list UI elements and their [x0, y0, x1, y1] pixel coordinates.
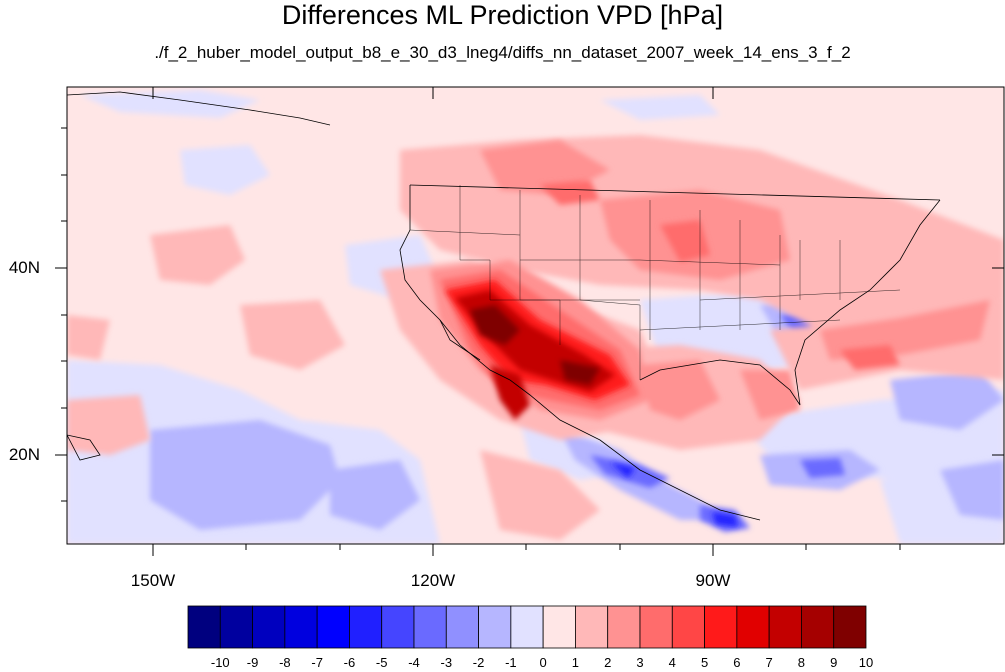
colorbar	[187, 605, 867, 649]
colorbar-box	[607, 605, 641, 649]
colorbar-label: 8	[797, 655, 806, 670]
lon-label-150w: 150W	[130, 571, 176, 590]
colorbar-label: 1	[571, 655, 580, 670]
colorbar-box	[284, 605, 318, 649]
colorbar-box	[445, 605, 479, 649]
colorbar-label: 4	[668, 655, 676, 670]
colorbar-label: -7	[311, 655, 323, 670]
colorbar-label: -2	[472, 655, 485, 670]
colorbar-box	[316, 605, 350, 649]
colorbar-box	[671, 605, 705, 649]
colorbar-box	[478, 605, 512, 649]
colorbar-box	[575, 605, 609, 649]
colorbar-box	[801, 605, 835, 649]
colorbar-label: -10	[210, 655, 230, 670]
colorbar-label: -6	[343, 655, 356, 670]
lat-label-20n: 20N	[8, 445, 40, 464]
colorbar-box	[252, 605, 286, 649]
colorbar-label: 0	[539, 655, 547, 670]
colorbar-label: -9	[246, 655, 259, 670]
colorbar-box	[413, 605, 447, 649]
colorbar-box	[639, 605, 673, 649]
colorbar-box	[381, 605, 415, 649]
colorbar-label: 5	[700, 655, 709, 670]
colorbar-label: -3	[440, 655, 453, 670]
colorbar-label: 10	[858, 655, 874, 670]
map-title: Differences ML Prediction VPD [hPa]	[281, 0, 724, 30]
colorbar-label: -8	[279, 655, 291, 670]
colorbar-label: 7	[765, 655, 773, 670]
colorbar-box	[187, 605, 221, 649]
colorbar-box	[510, 605, 544, 649]
colorbar-label: -5	[375, 655, 388, 670]
colorbar-label: -4	[408, 655, 420, 670]
colorbar-box	[349, 605, 383, 649]
coastlines	[67, 91, 941, 521]
colorbar-box	[542, 605, 576, 649]
lon-label-90w: 90W	[695, 571, 731, 590]
colorbar-box	[833, 605, 867, 649]
colorbar-label: -1	[505, 655, 517, 670]
colorbar-label: 3	[636, 655, 644, 670]
colorbar-label: 6	[733, 655, 741, 670]
lon-label-120w: 120W	[410, 571, 456, 590]
colorbar-label: 9	[830, 655, 838, 670]
colorbar-label: 2	[604, 655, 612, 670]
colorbar-box	[219, 605, 253, 649]
colorbar-box	[736, 605, 770, 649]
vpd-difference-field	[67, 87, 1004, 544]
lat-label-40n: 40N	[8, 258, 40, 277]
axis-ticks	[55, 87, 1004, 556]
state-borders	[409, 185, 901, 380]
colorbar-box	[768, 605, 802, 649]
colorbar-box	[704, 605, 738, 649]
map-subtitle: ./f_2_huber_model_output_b8_e_30_d3_lneg…	[154, 43, 851, 62]
